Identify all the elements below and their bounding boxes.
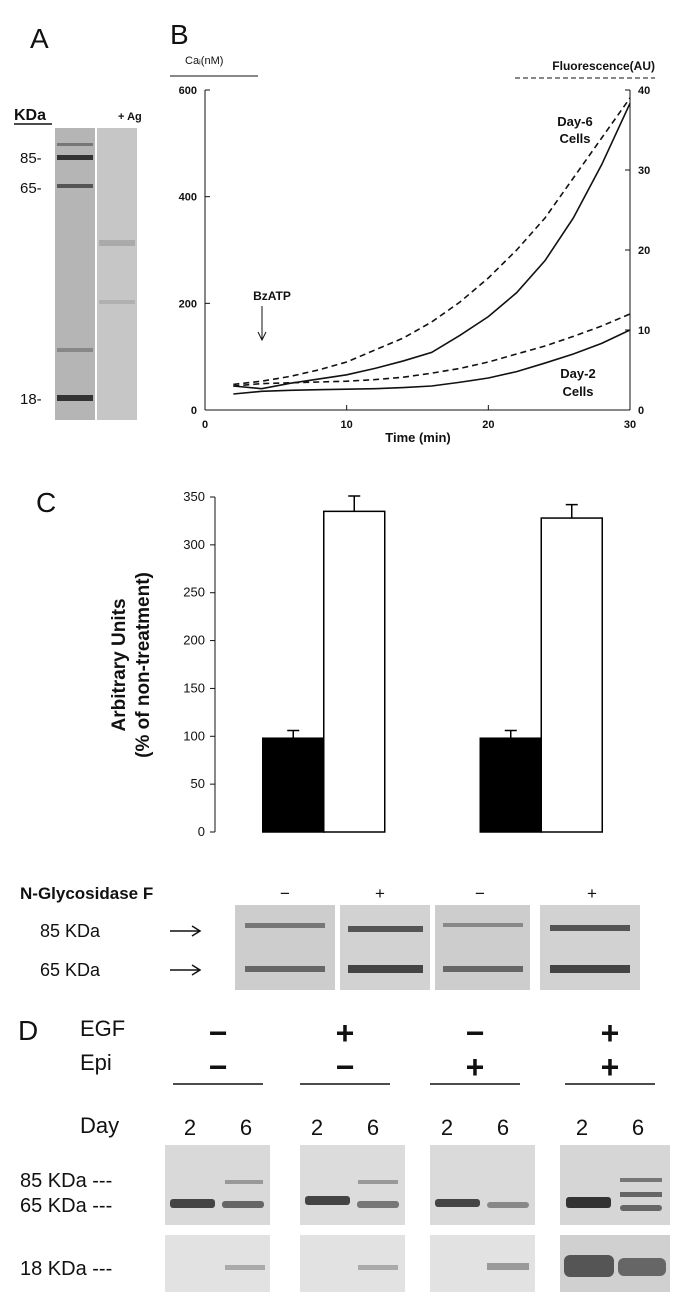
line [233, 329, 631, 395]
panel-letter: B [170, 19, 189, 50]
x-axis-label: Time (min) [385, 430, 451, 445]
y-tick-label: 0 [198, 824, 205, 839]
day-value: 6 [497, 1115, 509, 1140]
row-label: EGF [80, 1016, 125, 1041]
band-label: 65 KDa [40, 960, 101, 980]
bar [540, 517, 603, 833]
sign: − [336, 1049, 355, 1085]
y2-tick-label: 30 [638, 165, 650, 177]
x-tick-label: 10 [341, 419, 353, 431]
sign: + [466, 1049, 485, 1085]
treatment-label: N-Glycosidase F [20, 884, 153, 903]
sign: − [280, 884, 290, 903]
gel-d [165, 1145, 670, 1292]
panel-letter: C [36, 487, 56, 518]
y2-tick-label: 0 [638, 405, 644, 417]
sign: − [475, 884, 485, 903]
y-tick-label: 200 [183, 633, 205, 648]
y-tick-label: 150 [183, 680, 205, 695]
y-tick-label: 600 [179, 85, 197, 97]
y2-tick-label: 40 [638, 85, 650, 97]
annotation: Cells [559, 131, 590, 146]
day-value: 6 [367, 1115, 379, 1140]
lane-label: + Ag [118, 111, 142, 123]
error-bar [504, 729, 517, 739]
annotation: Day-2 [560, 366, 595, 381]
y-axis-label: Caᵢ(nM) [185, 55, 223, 67]
sign: + [601, 1015, 620, 1051]
marker-label: 18- [20, 391, 42, 408]
y2-axis-label: Fluorescence(AU) [552, 59, 655, 73]
y-tick-label: 50 [191, 776, 205, 791]
sign: + [601, 1049, 620, 1085]
y-tick-label: 200 [179, 298, 197, 310]
sign: − [209, 1015, 228, 1051]
y-tick-label: 350 [183, 489, 205, 504]
sign: − [209, 1049, 228, 1085]
error-bar [287, 729, 300, 739]
day-label: Day [80, 1113, 119, 1138]
y-tick-label: 400 [179, 192, 197, 204]
day-value: 2 [576, 1115, 588, 1140]
unit-label: KDa [14, 107, 46, 124]
y-tick-label: 250 [183, 585, 205, 600]
row-label: Epi [80, 1050, 112, 1075]
annotation: BzATP [253, 289, 291, 303]
band-label: 85 KDa [40, 921, 101, 941]
error-bar [565, 503, 578, 519]
gel-a [14, 123, 137, 420]
y-tick-label: 0 [191, 405, 197, 417]
annotation: Day-6 [557, 114, 592, 129]
y-axis-label: (% of non-treatment) [133, 572, 154, 758]
sign: + [587, 884, 597, 903]
y2-tick-label: 20 [638, 245, 650, 257]
line [233, 102, 631, 390]
gel-c [235, 905, 640, 990]
panel-letter: D [18, 1015, 38, 1046]
band-label: 85 KDa --- [20, 1170, 112, 1192]
day-value: 2 [441, 1115, 453, 1140]
day-value: 6 [240, 1115, 252, 1140]
sign: + [336, 1015, 355, 1051]
band-label: 65 KDa --- [20, 1195, 112, 1217]
panel-letter: A [30, 23, 49, 54]
x-tick-label: 30 [624, 419, 636, 431]
sign: − [466, 1015, 485, 1051]
day-value: 2 [311, 1115, 323, 1140]
line [233, 313, 631, 387]
y-tick-label: 300 [183, 537, 205, 552]
x-tick-label: 0 [202, 419, 208, 431]
band-label: 18 KDa --- [20, 1258, 112, 1280]
y-axis-label: Arbitrary Units [109, 598, 130, 731]
day-value: 2 [184, 1115, 196, 1140]
bar [479, 737, 542, 833]
bar [323, 510, 386, 833]
day-value: 6 [632, 1115, 644, 1140]
annotation: Cells [562, 384, 593, 399]
bar [262, 737, 325, 833]
marker-label: 85- [20, 150, 42, 167]
x-tick-label: 20 [482, 419, 494, 431]
y-tick-label: 100 [183, 728, 205, 743]
arrows [170, 925, 202, 976]
y2-tick-label: 10 [638, 325, 650, 337]
error-bar [348, 495, 361, 512]
sign: + [375, 884, 385, 903]
marker-label: 65- [20, 180, 42, 197]
